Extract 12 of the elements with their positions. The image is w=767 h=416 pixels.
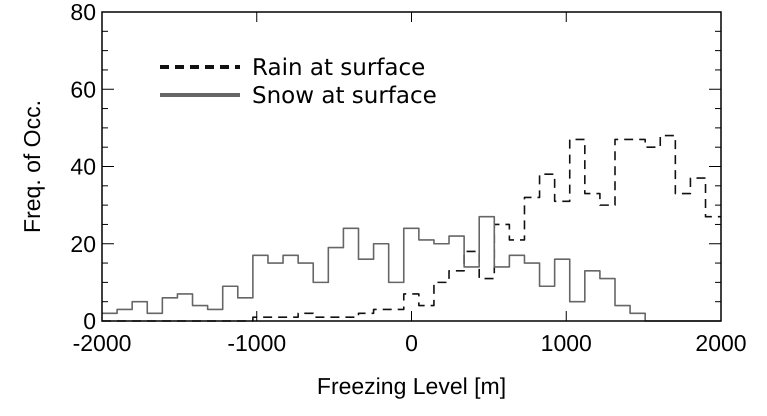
x-axis-title: Freezing Level [m] (316, 373, 506, 399)
y-tick-label: 80 (70, 0, 96, 26)
x-tick-label: 2000 (695, 330, 747, 356)
x-tick-label: 0 (405, 330, 418, 356)
y-tick-label: 60 (70, 76, 96, 102)
x-tick-label: 1000 (540, 330, 592, 356)
legend-label: Rain at surface (252, 55, 426, 82)
legend-label: Snow at surface (252, 83, 437, 110)
y-tick-label: 40 (70, 154, 96, 180)
y-tick-label: 20 (70, 230, 96, 257)
x-tick-label: -1000 (227, 330, 286, 356)
y-axis-title: Freq. of Occ. (19, 100, 45, 233)
